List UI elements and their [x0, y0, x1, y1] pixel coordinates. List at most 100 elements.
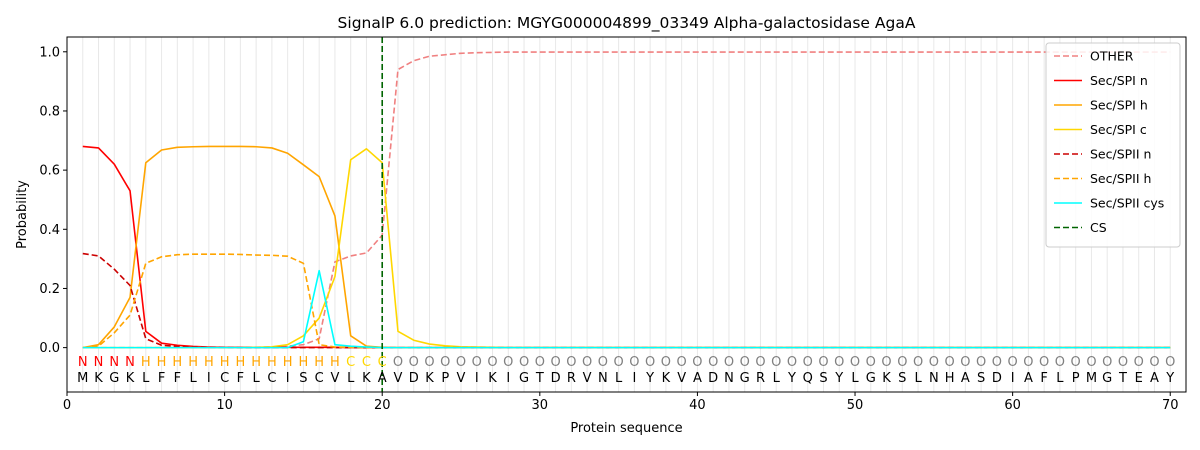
annotation-label: O	[550, 355, 560, 370]
residue-label: L	[914, 371, 922, 386]
annotation-label: O	[740, 355, 750, 370]
annotation-label: O	[424, 355, 434, 370]
legend-label: Sec/SPII n	[1090, 147, 1151, 162]
legend-label: OTHER	[1090, 49, 1134, 64]
legend: OTHER Sec/SPI n Sec/SPI h Sec/SPI c Sec/SPII…	[1045, 42, 1181, 248]
residue-label: G	[519, 371, 529, 386]
residue-label: Y	[787, 371, 796, 386]
residue-label: G	[740, 371, 750, 386]
chart-title: SignalP 6.0 prediction: MGYG000004899_03…	[338, 14, 916, 33]
residue-label: N	[724, 371, 734, 386]
annotation-label: O	[1023, 355, 1033, 370]
legend-label: Sec/SPI n	[1090, 73, 1148, 88]
residue-label: L	[189, 371, 197, 386]
annotation-label: H	[204, 355, 214, 370]
x-tick-label: 30	[532, 398, 549, 413]
residue-label: K	[126, 371, 135, 386]
residue-label: G	[866, 371, 876, 386]
annotation-label: O	[535, 355, 545, 370]
legend-label: Sec/SPI c	[1090, 122, 1147, 137]
x-tick-label: 50	[847, 398, 864, 413]
annotation-label: O	[1102, 355, 1112, 370]
annotation-label: O	[677, 355, 687, 370]
annotation-label: H	[235, 355, 245, 370]
residue-label: V	[457, 371, 466, 386]
annotation-label: O	[787, 355, 797, 370]
annotation-label: H	[188, 355, 198, 370]
annotation-label: O	[724, 355, 734, 370]
residue-label: L	[253, 371, 261, 386]
annotation-label: O	[708, 355, 718, 370]
residue-label: V	[677, 371, 686, 386]
residue-label: P	[1072, 371, 1080, 386]
residue-label: F	[174, 371, 181, 386]
y-tick-label: 0.0	[39, 341, 60, 356]
legend-box	[1045, 42, 1181, 248]
annotation-label: O	[1055, 355, 1065, 370]
annotation-label: H	[251, 355, 261, 370]
residue-label: Q	[803, 371, 813, 386]
series-line-sec-spii-cys	[82, 269, 1171, 349]
residue-label: D	[992, 371, 1002, 386]
annotation-label: O	[755, 355, 765, 370]
x-tick-label: 10	[216, 398, 233, 413]
y-tick-label: 0.4	[39, 223, 60, 238]
x-tick-label: 60	[1004, 398, 1021, 413]
residue-label: I	[475, 371, 479, 386]
annotation-label: N	[125, 355, 135, 370]
residue-label: I	[1011, 371, 1015, 386]
annotation-label: C	[378, 355, 387, 370]
annotation-label: O	[897, 355, 907, 370]
residue-label: F	[237, 371, 244, 386]
residue-label: M	[77, 371, 88, 386]
annotation-label: O	[614, 355, 624, 370]
annotation-label: O	[913, 355, 923, 370]
residue-label: N	[598, 371, 608, 386]
annotation-label: H	[172, 355, 182, 370]
annotation-label: O	[503, 355, 513, 370]
residue-label: Y	[1165, 371, 1174, 386]
annotation-label: O	[976, 355, 986, 370]
legend-label: Sec/SPII h	[1090, 171, 1151, 186]
residue-label: L	[142, 371, 150, 386]
residue-label: C	[315, 371, 324, 386]
residue-label: C	[220, 371, 229, 386]
annotation-label: O	[1039, 355, 1049, 370]
residue-label: G	[109, 371, 119, 386]
annotation-label: H	[330, 355, 340, 370]
annotation-label: O	[1165, 355, 1175, 370]
annotation-label: O	[818, 355, 828, 370]
x-tick-label: 70	[1162, 398, 1179, 413]
annotation-label: O	[629, 355, 639, 370]
residue-label: I	[506, 371, 510, 386]
annotation-label: H	[283, 355, 293, 370]
y-tick-label: 0.6	[39, 164, 60, 179]
residue-label: R	[756, 371, 765, 386]
annotation-label: N	[94, 355, 104, 370]
annotation-label: O	[992, 355, 1002, 370]
y-axis-ticks: 0.0 0.2 0.4 0.6 0.8 1.0	[39, 45, 67, 356]
residue-label: L	[1056, 371, 1064, 386]
residue-label: T	[535, 371, 544, 386]
residue-label: L	[615, 371, 623, 386]
residue-label: M	[1086, 371, 1097, 386]
residue-label: A	[961, 371, 970, 386]
annotation-label: O	[598, 355, 608, 370]
residue-label: A	[378, 371, 387, 386]
residue-label: S	[977, 371, 985, 386]
y-tick-label: 0.8	[39, 104, 60, 119]
x-axis-title: Protein sequence	[570, 421, 682, 436]
annotation-label: H	[267, 355, 277, 370]
residue-label: K	[488, 371, 497, 386]
grid-lines	[82, 37, 1171, 392]
plot-frame	[66, 36, 1187, 393]
x-tick-label: 0	[63, 398, 71, 413]
series-lines	[82, 51, 1171, 349]
annotation-label: O	[645, 355, 655, 370]
annotation-label: H	[141, 355, 151, 370]
annotation-label: O	[440, 355, 450, 370]
residue-label: S	[299, 371, 307, 386]
residue-label: A	[1150, 371, 1159, 386]
residue-label: F	[158, 371, 165, 386]
residue-label: R	[567, 371, 576, 386]
